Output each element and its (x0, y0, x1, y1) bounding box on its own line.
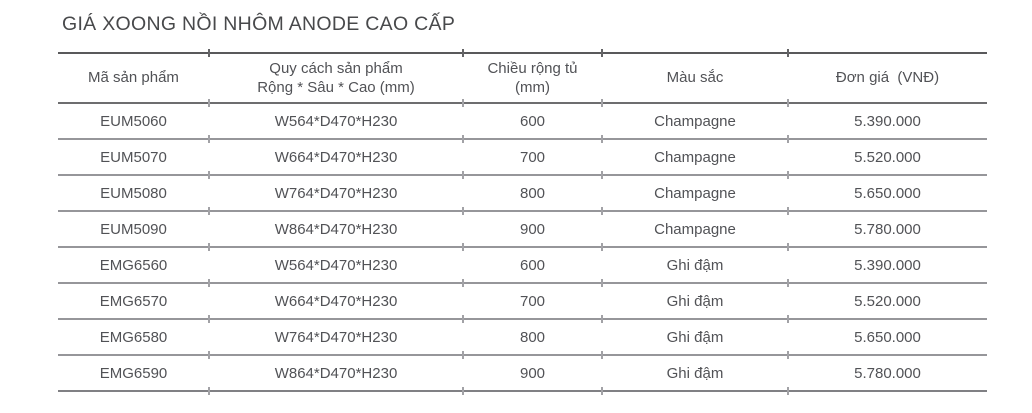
col-header-spec-label: Quy cách sản phẩm (269, 59, 403, 77)
col-header-cabinet-width-sublabel: (mm) (515, 79, 550, 96)
table-row: EUM5080 W764*D470*H230 800 Champagne 5.6… (58, 175, 987, 214)
cell-spec: W664*D470*H230 (208, 139, 463, 178)
cell-cabinet-width: 600 (462, 103, 602, 142)
price-table: Mã sản phẩm Quy cách sản phẩm Rộng * Sâu … (58, 48, 987, 394)
table-row: EUM5090 W864*D470*H230 900 Champagne 5.7… (58, 211, 987, 250)
cell-color: Ghi đậm (601, 319, 788, 358)
cell-price: 5.390.000 (787, 247, 987, 286)
cell-cabinet-width: 700 (462, 139, 602, 178)
col-header-spec: Quy cách sản phẩm Rộng * Sâu * Cao (mm) (208, 48, 463, 106)
cell-price: 5.780.000 (787, 211, 987, 250)
cell-product-code: EMG6560 (99, 256, 168, 274)
table-row: EMG6580 W764*D470*H230 800 Ghi đậm 5.650… (58, 319, 987, 358)
cell-spec: W864*D470*H230 (208, 211, 463, 250)
col-header-color-label: Màu sắc (666, 69, 724, 87)
table-row: EUM5070 W664*D470*H230 700 Champagne 5.5… (58, 139, 987, 178)
cell-price: 5.520.000 (787, 283, 987, 322)
header-row: Mã sản phẩm Quy cách sản phẩm Rộng * Sâu … (58, 48, 987, 106)
cell-color: Ghi đậm (601, 247, 788, 286)
cell-cabinet-width: 700 (462, 283, 602, 322)
cell-product-code: EMG6580 (99, 328, 168, 346)
cell-product-code: EUM5070 (100, 148, 167, 166)
cell-spec: W764*D470*H230 (208, 175, 463, 214)
table-row: EMG6570 W664*D470*H230 700 Ghi đậm 5.520… (58, 283, 987, 322)
cell-cabinet-width: 800 (462, 175, 602, 214)
table-row: EUM5060 W564*D470*H230 600 Champagne 5.3… (58, 103, 987, 142)
cell-price: 5.650.000 (787, 175, 987, 214)
cell-spec: W864*D470*H230 (208, 355, 463, 394)
col-header-cabinet-width-label: Chiều rộng tủ (487, 59, 578, 77)
table-row: EMG6590 W864*D470*H230 900 Ghi đậm 5.780… (58, 355, 987, 394)
cell-price: 5.520.000 (787, 139, 987, 178)
cell-spec: W664*D470*H230 (208, 283, 463, 322)
col-header-product-code: Mã sản phẩm (58, 53, 209, 103)
cell-spec: W764*D470*H230 (208, 319, 463, 358)
cell-color: Champagne (601, 211, 788, 250)
cell-spec: W564*D470*H230 (208, 247, 463, 286)
cell-cabinet-width: 800 (462, 319, 602, 358)
cell-product-code: EMG6590 (99, 364, 168, 382)
cell-cabinet-width: 900 (462, 355, 602, 394)
cell-color: Champagne (601, 175, 788, 214)
cell-product-code: EMG6570 (99, 292, 168, 310)
cell-product-code: EUM5080 (100, 184, 167, 202)
cell-product-code: EUM5090 (100, 220, 167, 238)
col-header-color: Màu sắc (601, 48, 788, 106)
cell-price: 5.390.000 (787, 103, 987, 142)
cell-price: 5.650.000 (787, 319, 987, 358)
cell-spec: W564*D470*H230 (208, 103, 463, 142)
cell-price: 5.780.000 (787, 355, 987, 394)
cell-cabinet-width: 900 (462, 211, 602, 250)
col-header-product-code-label: Mã sản phẩm (88, 69, 179, 87)
cell-cabinet-width: 600 (462, 247, 602, 286)
col-header-price: Đơn giá (VNĐ) (787, 48, 987, 106)
cell-product-code: EUM5060 (100, 112, 167, 130)
cell-color: Champagne (601, 103, 788, 142)
col-header-spec-sublabel: Rộng * Sâu * Cao (mm) (257, 79, 415, 96)
page-title: GIÁ XOONG NỒI NHÔM ANODE CAO CẤP (62, 13, 456, 35)
cell-color: Ghi đậm (601, 283, 788, 322)
cell-color: Ghi đậm (601, 355, 788, 394)
col-header-price-label: Đơn giá (VNĐ) (835, 69, 940, 87)
cell-color: Champagne (601, 139, 788, 178)
col-header-cabinet-width: Chiều rộng tủ (mm) (462, 48, 602, 106)
table-row: EMG6560 W564*D470*H230 600 Ghi đậm 5.390… (58, 247, 987, 286)
